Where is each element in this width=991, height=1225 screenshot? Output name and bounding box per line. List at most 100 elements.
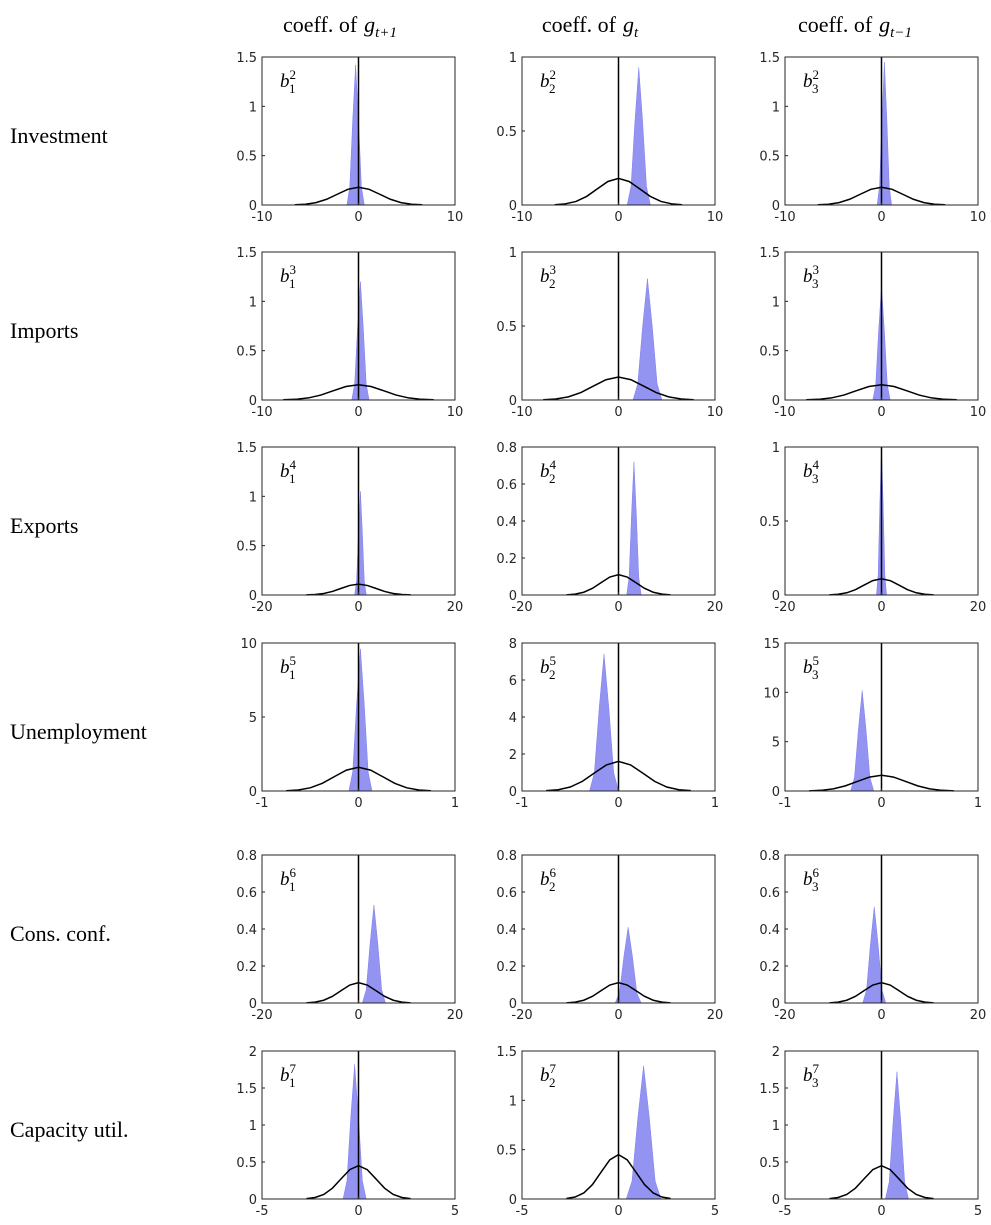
x-tick-label: -5 [516, 1204, 529, 1219]
y-tick-label: 1.5 [496, 1045, 517, 1060]
x-tick-label: 0 [877, 210, 885, 225]
y-tick-label: 0.6 [496, 886, 517, 901]
label-base: b [280, 71, 290, 92]
prior-density [829, 981, 934, 1004]
y-tick-label: 0.6 [496, 478, 517, 493]
x-tick-label: 0 [354, 1204, 362, 1219]
label-sub: 1 [289, 879, 296, 894]
y-tick-label: 0 [509, 199, 517, 214]
x-tick-label: -5 [256, 1204, 269, 1219]
label-base: b [803, 869, 813, 890]
x-tick-label: 10 [970, 210, 987, 225]
y-tick-label: 0 [772, 199, 780, 214]
y-tick-label: 0 [509, 997, 517, 1012]
y-tick-label: 1 [249, 100, 257, 115]
y-tick-label: 2 [772, 1045, 780, 1060]
coef-label: b7 2 [540, 1061, 557, 1090]
posterior-density [625, 1065, 662, 1200]
y-tick-label: 1.5 [759, 1082, 780, 1097]
header-var: g [364, 12, 375, 37]
y-tick-label: 1 [249, 1119, 257, 1134]
label-sub: 2 [549, 667, 556, 682]
x-tick-label: 10 [447, 210, 464, 225]
y-tick-label: 0 [772, 785, 780, 800]
x-tick-label: 0 [877, 796, 885, 811]
coef-label: b2 1 [280, 67, 296, 96]
label-base: b [540, 461, 550, 482]
coef-label: b2 3 [803, 67, 819, 96]
posterior-density [626, 67, 651, 206]
label-sup: 2 [550, 67, 557, 82]
y-tick-label: 0.5 [759, 345, 780, 360]
posterior-density [862, 906, 887, 1004]
y-tick-label: 0 [772, 394, 780, 409]
label-sup: 2 [813, 67, 820, 82]
x-tick-label: 0 [354, 796, 362, 811]
y-tick-label: 0.8 [496, 441, 517, 456]
x-tick-label: -20 [511, 1008, 532, 1023]
x-tick-label: -20 [774, 1008, 795, 1023]
posterior-density [362, 904, 386, 1004]
coef-label: b3 1 [280, 262, 296, 291]
x-tick-label: 20 [970, 1008, 987, 1023]
x-tick-label: -10 [774, 405, 795, 420]
y-tick-label: 0.5 [496, 320, 517, 335]
y-tick-label: 0.4 [496, 515, 517, 530]
posterior-density [351, 281, 370, 401]
label-sub: 3 [812, 879, 819, 894]
y-tick-label: 1.5 [236, 51, 257, 66]
y-tick-label: 0.8 [759, 849, 780, 864]
x-tick-label: -10 [774, 210, 795, 225]
x-tick-label: 0 [614, 210, 622, 225]
label-sub: 1 [289, 1075, 296, 1090]
label-sup: 5 [550, 653, 557, 668]
label-sub: 3 [812, 667, 819, 682]
y-tick-label: 0.5 [496, 125, 517, 140]
posterior-density [876, 61, 892, 206]
row-label: Investment [10, 123, 108, 148]
x-tick-label: 0 [354, 210, 362, 225]
y-tick-label: 0 [772, 1193, 780, 1208]
label-sub: 2 [549, 1075, 556, 1090]
coef-label: b3 2 [540, 262, 556, 291]
label-base: b [803, 71, 813, 92]
coef-label: b6 1 [280, 865, 297, 894]
y-tick-label: 0.5 [759, 515, 780, 530]
y-tick-label: 0 [772, 589, 780, 604]
x-tick-label: -20 [251, 600, 272, 615]
x-tick-label: 10 [707, 210, 724, 225]
y-tick-label: 0.4 [236, 923, 257, 938]
prior-density [306, 1164, 411, 1200]
label-sub: 1 [289, 276, 296, 291]
y-tick-label: 0 [509, 394, 517, 409]
row-label: Exports [10, 513, 78, 538]
label-sub: 3 [812, 276, 819, 291]
header-sub: t−1 [890, 25, 912, 41]
x-tick-label: -20 [511, 600, 532, 615]
x-tick-label: 0 [877, 1204, 885, 1219]
x-tick-label: 10 [447, 405, 464, 420]
y-tick-label: 0.2 [496, 960, 517, 975]
header-text: coeff. of [798, 12, 873, 37]
label-sup: 6 [813, 865, 820, 880]
x-tick-label: 5 [974, 1204, 982, 1219]
x-tick-label: 1 [711, 796, 719, 811]
prior-density [817, 186, 946, 206]
prior-density [286, 766, 431, 792]
x-tick-label: 20 [707, 600, 724, 615]
x-tick-label: 10 [970, 405, 987, 420]
column-header: coeff. of gt [542, 12, 639, 41]
coef-label: b4 3 [803, 457, 820, 486]
coef-label: b4 2 [540, 457, 557, 486]
y-tick-label: 1.5 [759, 51, 780, 66]
x-tick-label: 0 [614, 796, 622, 811]
row-label: Imports [10, 318, 78, 343]
x-tick-label: 5 [711, 1204, 719, 1219]
y-tick-label: 0 [509, 785, 517, 800]
label-sup: 2 [290, 67, 297, 82]
y-tick-label: 0.8 [496, 849, 517, 864]
y-tick-label: 0.5 [236, 1156, 257, 1171]
label-base: b [540, 266, 550, 287]
